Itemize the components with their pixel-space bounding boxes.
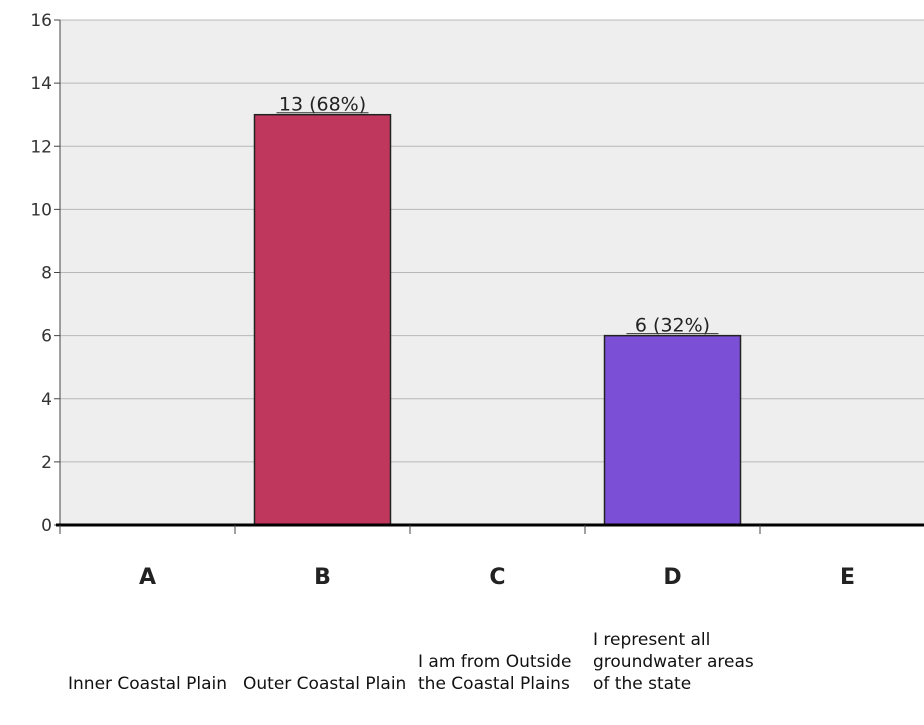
bar-d (603, 334, 742, 526)
x-tick-label-e: E (839, 565, 856, 590)
bars: 13 (68%) 6 (32%) (253, 94, 742, 526)
x-tick-label-c: C (489, 565, 506, 590)
y-tick-label: 16 (30, 11, 52, 31)
gridlines (60, 19, 924, 463)
x-axis (56, 523, 924, 534)
x-tick-label-b: B (314, 565, 331, 590)
data-label-d: 6 (32%) (635, 315, 710, 337)
bar-b (253, 113, 392, 526)
data-label-b: 13 (68%) (279, 94, 366, 116)
x-tick-label-d: D (663, 565, 682, 590)
category-description-c: I am from Outside the Coastal Plains (418, 652, 572, 694)
y-tick-label: 4 (41, 390, 52, 410)
y-tick-label: 8 (41, 264, 52, 284)
y-tick-label: 10 (30, 200, 52, 220)
y-tick-label: 14 (30, 74, 52, 94)
x-tick-label-a: A (138, 565, 157, 590)
y-tick-label: 12 (30, 137, 52, 157)
y-tick-label: 2 (41, 453, 52, 473)
y-tick-label: 0 (41, 516, 52, 536)
y-axis: 0 2 4 6 8 10 12 14 16 (30, 11, 61, 536)
y-tick-label: 6 (41, 327, 52, 347)
category-description-d: I represent all groundwater areas of the… (593, 630, 754, 694)
category-description-b: Outer Coastal Plain (243, 674, 407, 694)
category-description-a: Inner Coastal Plain (68, 674, 228, 694)
